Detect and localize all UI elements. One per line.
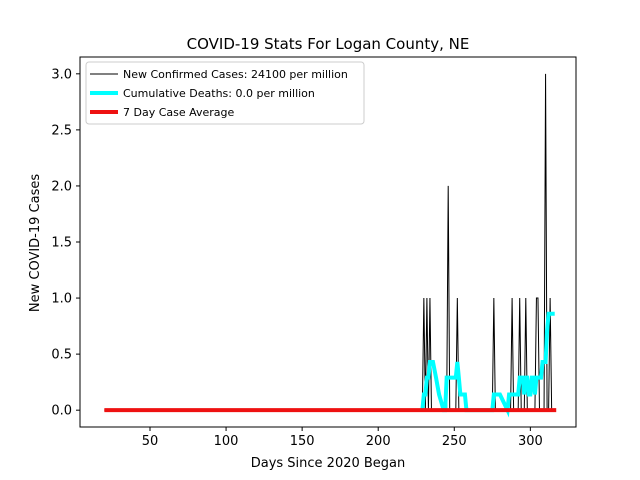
series-line-2: [420, 311, 555, 418]
y-tick-label: 0.5: [51, 348, 72, 363]
y-axis-label: New COVID-19 Cases: [28, 174, 43, 312]
legend-label-3: 7 Day Case Average: [123, 106, 235, 119]
x-tick-label: 300: [518, 434, 543, 449]
series-layer: [104, 73, 557, 418]
legend-box: [85, 61, 365, 125]
x-axis-ticks: 50 100 150 200 250 300: [142, 427, 543, 449]
x-axis-label: Days Since 2020 Began: [251, 456, 406, 471]
y-tick-label: 3.0: [51, 67, 72, 82]
x-tick-label: 50: [142, 434, 159, 449]
x-tick-label: 100: [214, 434, 239, 449]
legend-label-2: Cumulative Deaths: 0.0 per million: [123, 87, 315, 100]
y-tick-label: 0.0: [51, 404, 72, 419]
y-tick-label: 1.5: [51, 236, 72, 251]
y-tick-label: 2.5: [51, 123, 72, 138]
legend: New Confirmed Cases: 24100 per million Cu…: [85, 61, 365, 125]
y-axis-ticks: 0.0 0.5 1.0 1.5 2.0 2.5 3.0: [51, 67, 80, 419]
x-tick-label: 150: [290, 434, 315, 449]
x-tick-label: 250: [442, 434, 467, 449]
y-tick-label: 2.0: [51, 179, 72, 194]
legend-entries: New Confirmed Cases: 24100 per million Cu…: [90, 68, 348, 119]
x-tick-label: 200: [366, 434, 391, 449]
legend-label-1: New Confirmed Cases: 24100 per million: [123, 68, 348, 81]
y-tick-label: 1.0: [51, 292, 72, 307]
chart-title: COVID-19 Stats For Logan County, NE: [187, 35, 470, 53]
